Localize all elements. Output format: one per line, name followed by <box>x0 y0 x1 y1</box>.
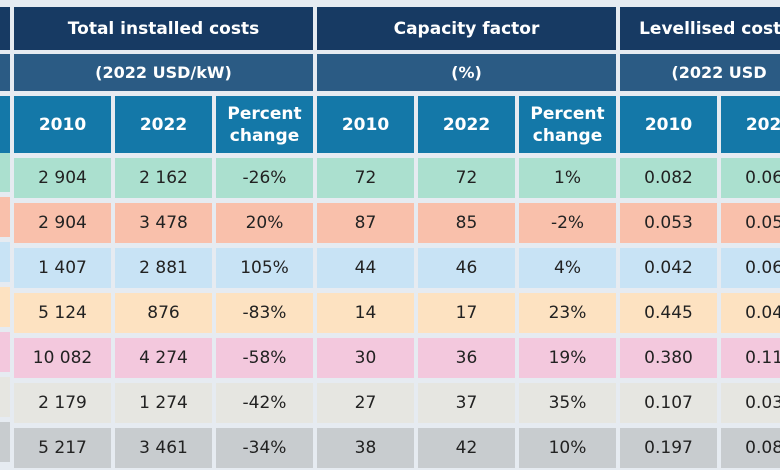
row-label-strip-segment <box>0 332 10 372</box>
table-cell: 0.042 <box>620 248 717 288</box>
table-cell: 2 904 <box>14 158 111 198</box>
column-header-0: 2010 <box>14 96 111 153</box>
column-header-7: 2022 <box>721 96 780 153</box>
column-header-6: 2010 <box>620 96 717 153</box>
table-cell: 72 <box>418 158 515 198</box>
row-label-strip-segment <box>0 287 10 327</box>
table-cell: 0.197 <box>620 428 717 468</box>
column-header-2: Percent change <box>216 96 313 153</box>
table-cell: 1 274 <box>115 383 212 423</box>
table-cell: 0.380 <box>620 338 717 378</box>
table-cell: 1% <box>519 158 616 198</box>
table-cell: 0.118 <box>721 338 780 378</box>
table-cell: 0.081 <box>721 428 780 468</box>
table-cell: 0.445 <box>620 293 717 333</box>
table-cell: -42% <box>216 383 313 423</box>
column-header-3: 2010 <box>317 96 414 153</box>
table-cell: 2 881 <box>115 248 212 288</box>
table-cell: -58% <box>216 338 313 378</box>
table-cell: 876 <box>115 293 212 333</box>
table-cell: 20% <box>216 203 313 243</box>
row-label-strip-segment <box>0 377 10 417</box>
table-cell: 2 162 <box>115 158 212 198</box>
row-label-strip-header <box>0 96 10 153</box>
row-label-strip-header <box>0 7 10 50</box>
table-cell: 4% <box>519 248 616 288</box>
table-cell: 0.082 <box>620 158 717 198</box>
table-cell: 4 274 <box>115 338 212 378</box>
table-cell: 0.061 <box>721 248 780 288</box>
table-cell: 0.056 <box>721 203 780 243</box>
table-cell: 30 <box>317 338 414 378</box>
table-cell: 23% <box>519 293 616 333</box>
table-cell: 72 <box>317 158 414 198</box>
table-cell: -83% <box>216 293 313 333</box>
table-cell: -26% <box>216 158 313 198</box>
table-cell: 3 461 <box>115 428 212 468</box>
table-cell: 37 <box>418 383 515 423</box>
table-cell: -34% <box>216 428 313 468</box>
table-cell: 17 <box>418 293 515 333</box>
table-cell: 42 <box>418 428 515 468</box>
table-cell: 105% <box>216 248 313 288</box>
row-label-strip-segment <box>0 422 10 462</box>
column-header-1: 2022 <box>115 96 212 153</box>
table-cell: 44 <box>317 248 414 288</box>
group-unit-0: (2022 USD/kW) <box>14 54 313 91</box>
table-cell: 2 904 <box>14 203 111 243</box>
row-label-strip <box>0 0 10 470</box>
row-label-strip-segment <box>0 242 10 282</box>
table-cell: 10% <box>519 428 616 468</box>
table-cell: 5 124 <box>14 293 111 333</box>
group-title-1: Capacity factor <box>317 7 616 50</box>
table-cell: 36 <box>418 338 515 378</box>
table-cell: 0.061 <box>721 158 780 198</box>
table-cell: 0.107 <box>620 383 717 423</box>
group-title-0: Total installed costs <box>14 7 313 50</box>
table-cell: 0.049 <box>721 293 780 333</box>
table-cell: 2 179 <box>14 383 111 423</box>
table-cell: 19% <box>519 338 616 378</box>
group-unit-1: (%) <box>317 54 616 91</box>
group-unit-2: (2022 USD <box>620 54 780 91</box>
row-label-strip-header <box>0 54 10 91</box>
table-cell: 5 217 <box>14 428 111 468</box>
row-label-strip-segment <box>0 197 10 237</box>
table-cell: 87 <box>317 203 414 243</box>
table-cell: 35% <box>519 383 616 423</box>
table-cell: 38 <box>317 428 414 468</box>
group-title-2: Levellised cost o <box>620 7 780 50</box>
table-cell: 1 407 <box>14 248 111 288</box>
table-cell: 27 <box>317 383 414 423</box>
table-cell: -2% <box>519 203 616 243</box>
table-cell: 0.053 <box>620 203 717 243</box>
table-cell: 14 <box>317 293 414 333</box>
table-cell: 85 <box>418 203 515 243</box>
table-cell: 0.033 <box>721 383 780 423</box>
cost-table: Total installed costs (2022 USD/kW) Capaci… <box>10 0 780 470</box>
table-cell: 46 <box>418 248 515 288</box>
column-header-5: Percent change <box>519 96 616 153</box>
row-label-strip-segment <box>0 152 10 192</box>
table-cell: 3 478 <box>115 203 212 243</box>
column-header-4: 2022 <box>418 96 515 153</box>
table-cell: 10 082 <box>14 338 111 378</box>
